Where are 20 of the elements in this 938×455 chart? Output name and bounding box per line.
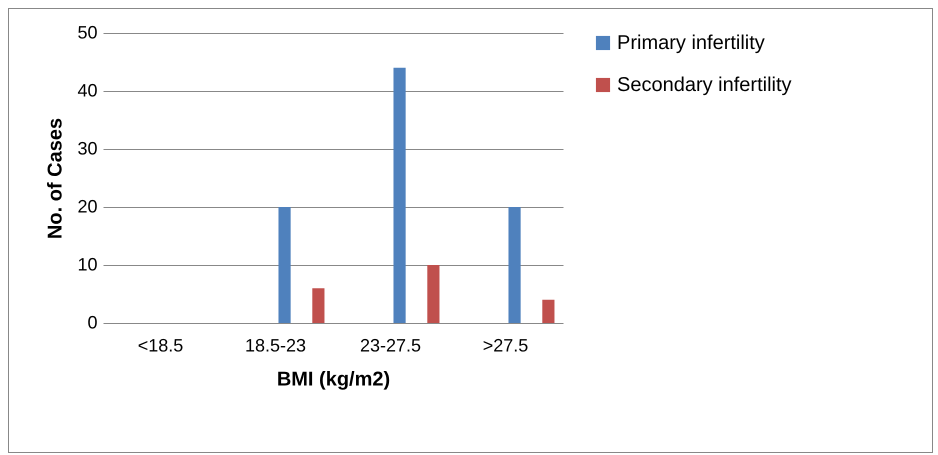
x-tick-label: 18.5-23 bbox=[244, 336, 306, 356]
bar bbox=[427, 265, 440, 323]
bar bbox=[312, 288, 324, 323]
legend-label: Primary infertility bbox=[617, 32, 765, 54]
y-tick-label: 50 bbox=[77, 22, 98, 42]
y-tick-label: 20 bbox=[77, 196, 98, 216]
y-axis-title: No. of Cases bbox=[44, 118, 66, 240]
x-tick-label: 23-27.5 bbox=[360, 336, 422, 356]
legend-label: Secondary infertility bbox=[617, 74, 792, 96]
bar bbox=[542, 300, 554, 323]
x-tick-label: <18.5 bbox=[138, 336, 184, 356]
bar bbox=[393, 68, 406, 323]
y-tick-label: 10 bbox=[77, 254, 98, 274]
bar bbox=[278, 207, 291, 323]
x-axis-title: BMI (kg/m2) bbox=[276, 368, 390, 390]
x-tick-label: >27.5 bbox=[482, 336, 528, 356]
y-tick-label: 30 bbox=[77, 138, 98, 158]
bar bbox=[508, 207, 521, 323]
y-tick-label: 40 bbox=[77, 80, 98, 100]
y-tick-label: 0 bbox=[87, 312, 98, 332]
